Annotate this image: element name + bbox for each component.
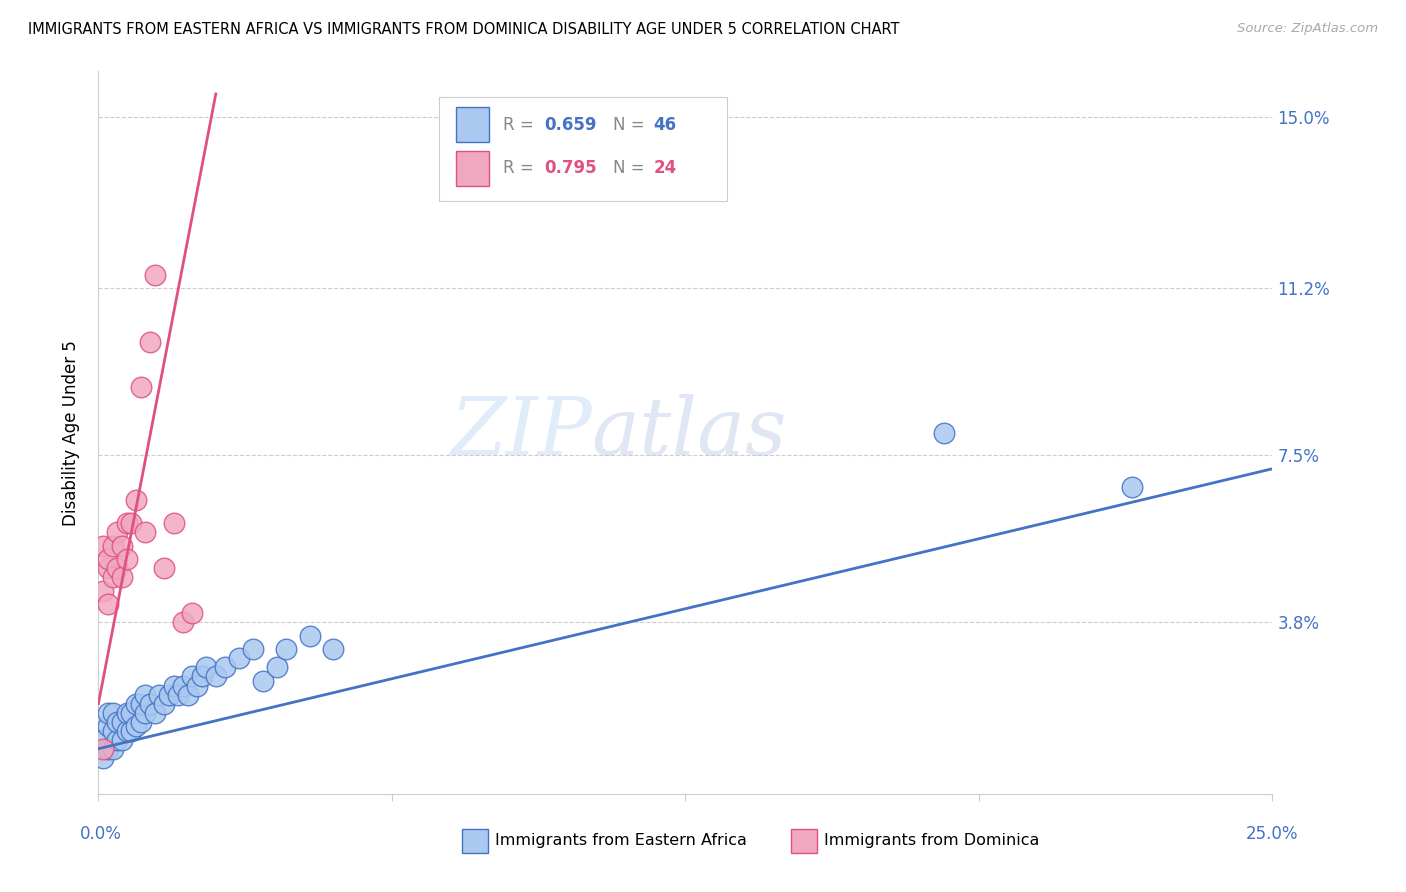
Text: Source: ZipAtlas.com: Source: ZipAtlas.com xyxy=(1237,22,1378,36)
Point xyxy=(181,607,204,621)
Point xyxy=(134,688,156,702)
Point xyxy=(111,570,134,584)
Point xyxy=(91,583,114,598)
Text: 46: 46 xyxy=(654,116,676,134)
FancyBboxPatch shape xyxy=(439,96,727,202)
Point xyxy=(266,660,288,674)
Point xyxy=(228,651,250,665)
Point xyxy=(101,741,124,756)
Point xyxy=(105,714,128,729)
Point xyxy=(129,714,152,729)
Point xyxy=(1121,480,1143,494)
Point xyxy=(190,669,212,683)
Point xyxy=(195,660,218,674)
Point xyxy=(298,629,321,643)
Text: N =: N = xyxy=(613,159,650,178)
Point xyxy=(181,669,204,683)
Text: Immigrants from Dominica: Immigrants from Dominica xyxy=(824,833,1039,848)
Point xyxy=(157,688,180,702)
Point xyxy=(129,697,152,711)
Point xyxy=(134,524,156,539)
Point xyxy=(172,615,194,630)
Point xyxy=(322,642,344,657)
Text: N =: N = xyxy=(613,116,650,134)
Point xyxy=(115,706,138,720)
Point xyxy=(97,597,120,611)
Text: ZIP: ZIP xyxy=(450,394,592,471)
Point xyxy=(120,723,142,738)
Point xyxy=(97,706,120,720)
Text: 0.659: 0.659 xyxy=(544,116,598,134)
Point xyxy=(139,335,162,350)
Bar xyxy=(457,108,489,142)
Point xyxy=(120,706,142,720)
Bar xyxy=(457,151,489,186)
Point xyxy=(111,732,134,747)
Point xyxy=(162,516,184,530)
Point xyxy=(129,380,152,394)
Y-axis label: Disability Age Under 5: Disability Age Under 5 xyxy=(62,340,80,525)
Point xyxy=(148,688,170,702)
Point xyxy=(143,268,166,282)
Point xyxy=(91,741,114,756)
Point xyxy=(276,642,298,657)
Text: R =: R = xyxy=(503,159,540,178)
Point xyxy=(97,552,120,566)
Point xyxy=(101,706,124,720)
Bar xyxy=(792,829,817,853)
Point xyxy=(186,678,208,692)
Point xyxy=(111,714,134,729)
Point xyxy=(115,516,138,530)
Point xyxy=(214,660,236,674)
Point xyxy=(205,669,228,683)
Point xyxy=(101,539,124,553)
Point xyxy=(105,732,128,747)
Point xyxy=(252,673,274,688)
Text: IMMIGRANTS FROM EASTERN AFRICA VS IMMIGRANTS FROM DOMINICA DISABILITY AGE UNDER : IMMIGRANTS FROM EASTERN AFRICA VS IMMIGR… xyxy=(28,22,900,37)
Point xyxy=(101,723,124,738)
Point xyxy=(105,561,128,575)
Point xyxy=(134,706,156,720)
Text: R =: R = xyxy=(503,116,540,134)
Point xyxy=(139,697,162,711)
Text: 0.0%: 0.0% xyxy=(80,825,122,843)
Text: 25.0%: 25.0% xyxy=(1246,825,1299,843)
Point xyxy=(101,570,124,584)
Point xyxy=(97,741,120,756)
Point xyxy=(172,678,194,692)
Point xyxy=(91,751,114,765)
Point xyxy=(97,561,120,575)
Point xyxy=(176,688,198,702)
Point xyxy=(111,539,134,553)
Point xyxy=(242,642,264,657)
Point xyxy=(143,706,166,720)
Point xyxy=(932,425,955,440)
Text: 0.795: 0.795 xyxy=(544,159,598,178)
Point xyxy=(167,688,190,702)
Point xyxy=(120,516,142,530)
Point xyxy=(115,723,138,738)
Text: Immigrants from Eastern Africa: Immigrants from Eastern Africa xyxy=(495,833,747,848)
Bar xyxy=(463,829,488,853)
Point xyxy=(125,493,148,508)
Point xyxy=(91,732,114,747)
Point xyxy=(153,561,176,575)
Point xyxy=(91,539,114,553)
Point xyxy=(153,697,176,711)
Text: 24: 24 xyxy=(654,159,676,178)
Point xyxy=(125,697,148,711)
Point xyxy=(125,719,148,733)
Point xyxy=(162,678,184,692)
Text: atlas: atlas xyxy=(592,394,787,471)
Point xyxy=(97,719,120,733)
Point xyxy=(105,524,128,539)
Point xyxy=(115,552,138,566)
